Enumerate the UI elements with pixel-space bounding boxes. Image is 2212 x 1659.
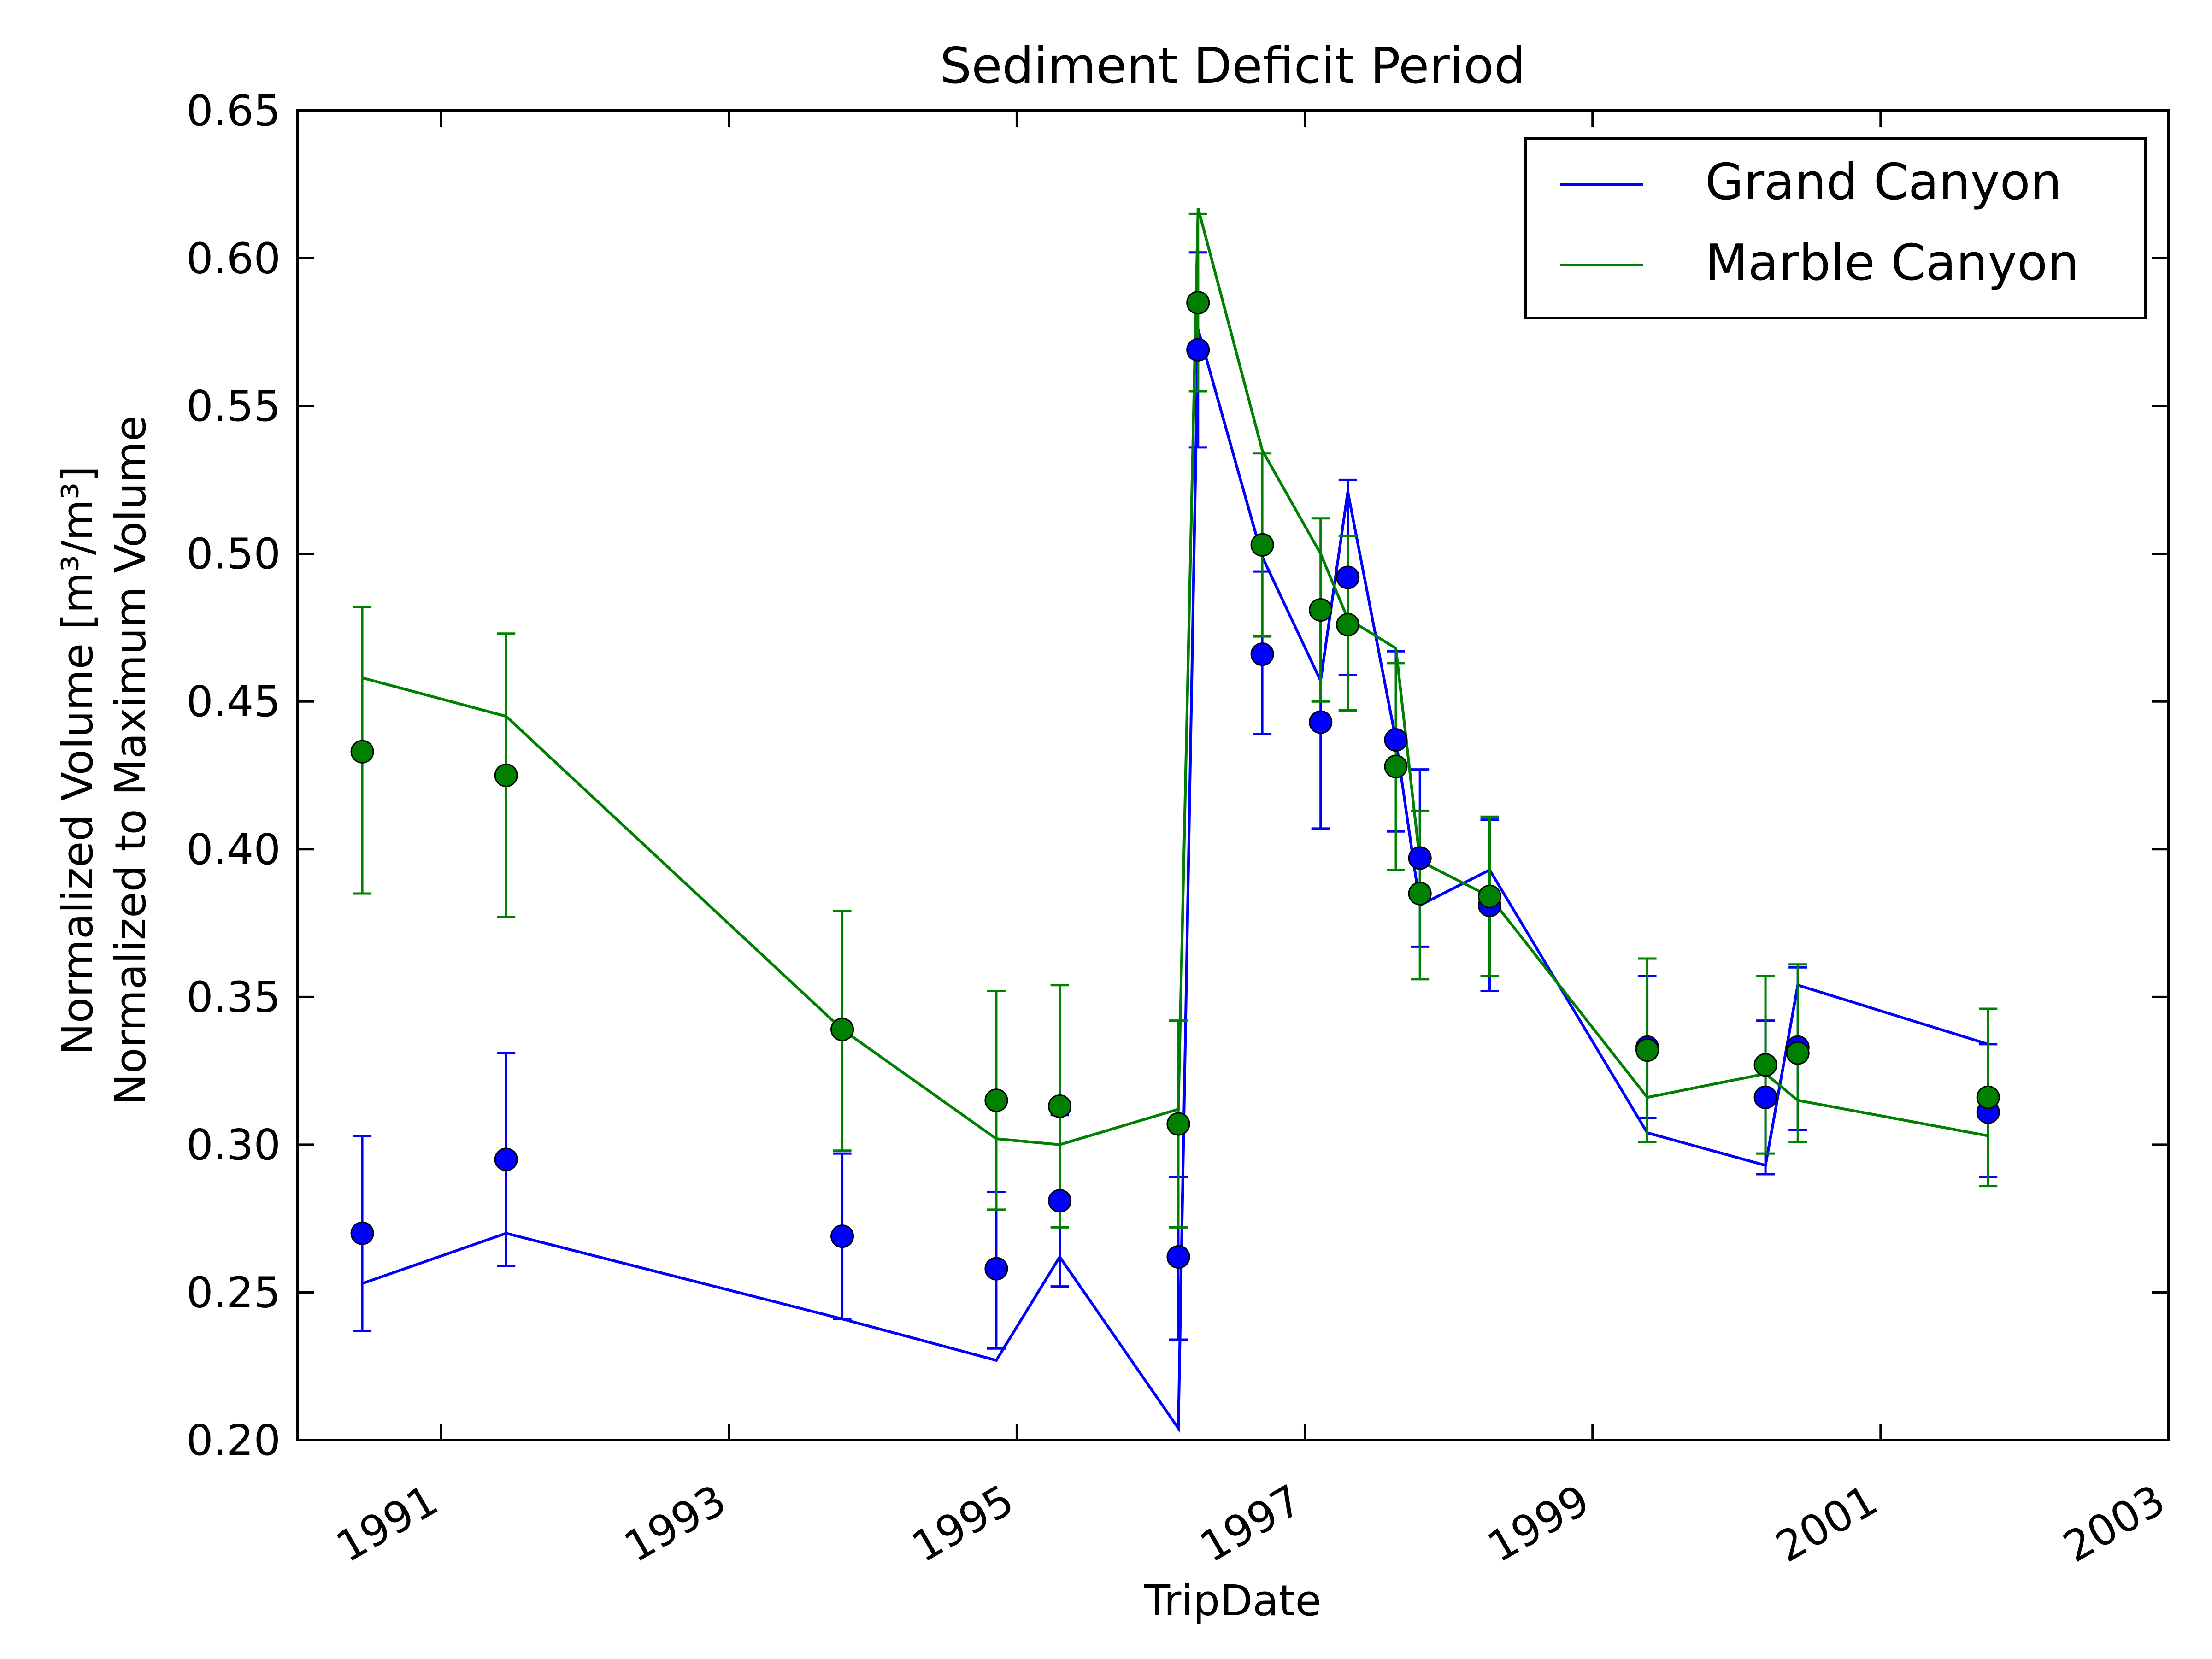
plot-content: [350, 207, 2000, 1433]
data-point-marble-canyon: [494, 764, 518, 787]
data-point-marble-canyon: [1635, 1038, 1659, 1062]
y-tick-label: 0.55: [186, 382, 281, 431]
y-tick-label: 0.40: [186, 825, 281, 874]
y-axis-label: Normalized Volume [m³/m³]: [53, 466, 102, 1055]
y-tick-label: 0.20: [186, 1416, 281, 1465]
data-point-marble-canyon: [1786, 1041, 1810, 1065]
data-point-grand-canyon: [494, 1147, 518, 1171]
data-point-marble-canyon: [1408, 882, 1432, 906]
y-tick-label: 0.30: [186, 1120, 281, 1170]
data-point-grand-canyon: [1186, 338, 1210, 362]
y-tick-label: 0.25: [186, 1268, 281, 1317]
chart-title: Sediment Deficit Period: [940, 37, 1526, 95]
legend-label-grand-canyon: Grand Canyon: [1705, 153, 2062, 211]
x-axis-label: TripDate: [1144, 1576, 1321, 1625]
data-point-marble-canyon: [830, 1018, 854, 1041]
legend: Grand Canyon Marble Canyon: [1524, 137, 2147, 319]
data-point-marble-canyon: [1186, 291, 1210, 315]
legend-label-marble-canyon: Marble Canyon: [1705, 234, 2079, 292]
data-point-grand-canyon: [1753, 1085, 1777, 1109]
data-point-marble-canyon: [1166, 1112, 1190, 1136]
y-axis-label-2: Normalized to Maximum Volume: [106, 415, 155, 1105]
y-tick-label: 0.65: [186, 86, 281, 135]
y-tick-label: 0.60: [186, 234, 281, 283]
data-point-grand-canyon: [1336, 565, 1360, 589]
y-tick-label: 0.35: [186, 972, 281, 1022]
y-axis-label-line2: Normalized to Maximum Volume: [106, 415, 155, 1105]
data-point-grand-canyon: [830, 1224, 854, 1248]
data-point-grand-canyon: [1384, 728, 1408, 752]
data-point-grand-canyon: [350, 1221, 374, 1245]
y-tick-label: 0.50: [186, 529, 281, 579]
data-point-marble-canyon: [1250, 533, 1274, 557]
data-point-marble-canyon: [1048, 1094, 1072, 1118]
data-point-marble-canyon: [350, 740, 374, 764]
data-point-marble-canyon: [1336, 613, 1360, 637]
markers-marble-canyon: [350, 291, 2000, 1136]
data-point-marble-canyon: [984, 1088, 1008, 1112]
data-point-grand-canyon: [1408, 846, 1432, 870]
data-point-grand-canyon: [1166, 1245, 1190, 1269]
data-point-grand-canyon: [1048, 1189, 1072, 1213]
y-axis-label-line1: Normalized Volume [m³/m³]: [53, 466, 102, 1055]
plot-frame: [296, 109, 2170, 1441]
legend-box: [1524, 137, 2147, 319]
data-point-grand-canyon: [1309, 710, 1333, 734]
data-point-marble-canyon: [1309, 598, 1333, 622]
data-point-marble-canyon: [1753, 1053, 1777, 1077]
y-tick-label: 0.45: [186, 677, 281, 726]
data-point-grand-canyon: [1250, 642, 1274, 666]
data-point-marble-canyon: [1478, 884, 1502, 908]
data-point-marble-canyon: [1384, 754, 1408, 778]
data-point-grand-canyon: [984, 1257, 1008, 1281]
data-point-marble-canyon: [1976, 1085, 2000, 1109]
